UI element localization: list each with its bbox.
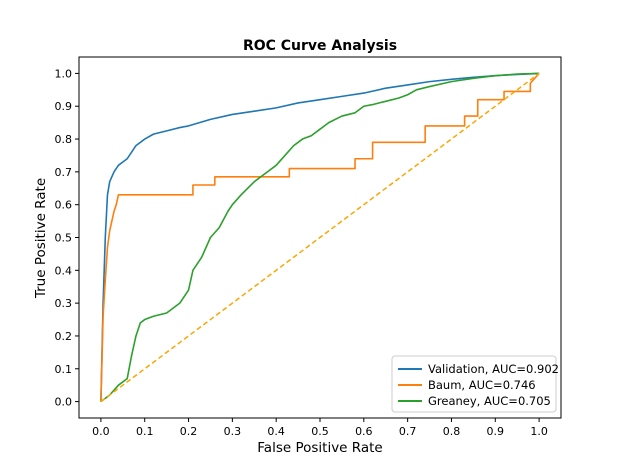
y-axis-label: True Positive Rate	[33, 178, 49, 299]
y-tick-label: 0.3	[55, 297, 73, 310]
x-tick-label: 1.0	[530, 425, 548, 438]
series-line-validation	[100, 72, 540, 402]
x-tick-label: 0.0	[92, 425, 110, 438]
chart-title: ROC Curve Analysis	[243, 38, 397, 54]
series-line-greaney	[100, 72, 540, 403]
legend-label-greaney: Greaney, AUC=0.705	[428, 394, 551, 408]
y-tick-label: 0.4	[55, 264, 73, 277]
plot-lines	[100, 72, 540, 403]
y-tick-label: 0.8	[55, 133, 73, 146]
y-tick-label: 0.6	[55, 199, 73, 212]
x-tick-label: 0.6	[355, 425, 373, 438]
x-tick-label: 0.5	[311, 425, 329, 438]
x-tick-label: 0.2	[180, 425, 198, 438]
x-tick-label: 0.7	[399, 425, 417, 438]
y-tick-label: 1.0	[55, 67, 73, 80]
x-tick-label: 0.3	[224, 425, 242, 438]
chance-diagonal-line	[100, 72, 540, 403]
x-axis-label: False Positive Rate	[257, 440, 382, 456]
x-tick-label: 0.1	[136, 425, 154, 438]
y-axis-ticks: 0.0 0.1 0.2 0.3 0.4 0.5 0.6 0.7 0.8 0.9 1.0	[55, 67, 79, 409]
series-line-baum	[100, 72, 540, 402]
legend: Validation, AUC=0.902 Baum, AUC=0.746 Gr…	[391, 355, 559, 413]
x-tick-label: 0.4	[267, 425, 285, 438]
legend-label-validation: Validation, AUC=0.902	[428, 362, 559, 376]
legend-box	[391, 355, 557, 413]
x-tick-label: 0.8	[443, 425, 461, 438]
y-tick-label: 0.2	[55, 330, 73, 343]
legend-label-baum: Baum, AUC=0.746	[428, 378, 536, 392]
y-tick-label: 0.9	[55, 100, 73, 113]
y-tick-label: 0.0	[55, 396, 73, 409]
y-tick-label: 0.5	[55, 232, 73, 245]
y-tick-label: 0.7	[55, 166, 73, 179]
x-tick-label: 0.9	[487, 425, 505, 438]
y-tick-label: 0.1	[55, 363, 73, 376]
x-axis-ticks: 0.0 0.1 0.2 0.3 0.4 0.5 0.6 0.7 0.8 0.9 1.0	[92, 418, 548, 438]
